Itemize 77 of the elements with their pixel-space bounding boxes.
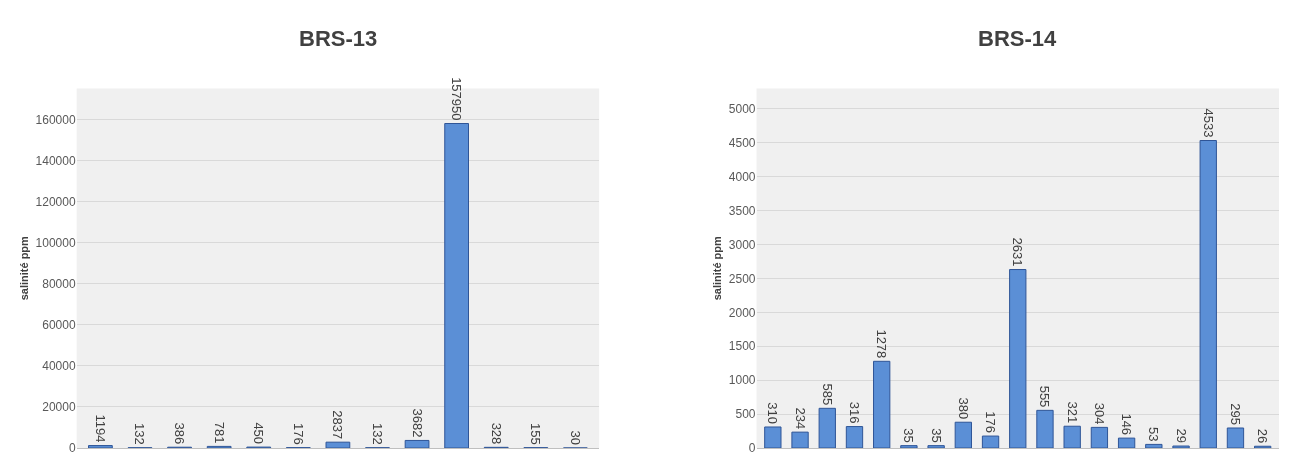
data-label: 53	[1146, 426, 1162, 442]
y-tick-label: 500	[735, 407, 756, 422]
bar	[954, 421, 972, 448]
data-label: 3682	[409, 408, 425, 438]
chart-title: BRS-14	[978, 26, 1058, 51]
y-axis-title: salinité ppm	[711, 235, 724, 301]
y-tick-label: 4500	[728, 135, 756, 150]
y-tick-label: 3500	[728, 203, 756, 218]
data-label: 157950	[449, 77, 465, 121]
data-label: 310	[765, 402, 781, 424]
y-tick-label: 5000	[728, 102, 756, 117]
data-label: 380	[955, 397, 971, 420]
data-label: 1278	[874, 329, 890, 359]
bar	[1036, 409, 1054, 448]
data-label: 781	[211, 421, 227, 444]
bar	[900, 445, 918, 448]
y-tick-label: 1000	[728, 373, 756, 388]
data-label: 146	[1119, 413, 1135, 436]
data-label: 450	[251, 422, 267, 445]
y-tick-label: 2500	[728, 271, 756, 286]
bar	[927, 445, 945, 448]
y-axis-title: salinité ppm	[18, 235, 31, 301]
bar	[325, 441, 351, 448]
data-label: 26	[1255, 428, 1271, 444]
bar	[1009, 269, 1027, 448]
data-label: 176	[290, 422, 306, 445]
y-tick-label: 20000	[42, 400, 76, 415]
data-label: 316	[846, 401, 862, 424]
data-label: 555	[1037, 385, 1053, 408]
y-tick-label: 40000	[42, 359, 76, 374]
y-tick-label: 4000	[728, 169, 756, 184]
y-tick-label: 120000	[35, 194, 76, 209]
chart-title: BRS-13	[299, 26, 378, 51]
data-label: 295	[1227, 403, 1243, 425]
bar	[981, 435, 1000, 448]
data-label: 1194	[92, 414, 108, 443]
bar	[88, 445, 113, 448]
data-label: 4533	[1200, 108, 1216, 138]
data-label: 386	[172, 422, 188, 445]
data-label: 585	[819, 383, 835, 406]
y-tick-label: 140000	[35, 153, 76, 168]
data-label: 2631	[1010, 237, 1026, 267]
data-label: 328	[488, 422, 504, 445]
data-label: 132	[369, 423, 385, 445]
bar	[791, 431, 809, 448]
data-label: 321	[1064, 401, 1080, 424]
data-label: 35	[901, 428, 917, 443]
y-tick-label: 160000	[35, 112, 76, 127]
y-tick-label: 60000	[42, 317, 76, 332]
data-label: 30	[567, 430, 583, 445]
y-tick-label: 2000	[728, 305, 756, 320]
data-label: 2837	[330, 410, 346, 440]
data-label: 29	[1173, 428, 1189, 444]
y-tick-label: 100000	[35, 235, 76, 250]
bar	[818, 407, 836, 448]
bar	[1117, 437, 1136, 448]
y-tick-label: 3000	[728, 237, 756, 252]
bar	[873, 360, 891, 448]
bar	[764, 426, 782, 448]
bar	[1226, 427, 1245, 448]
data-label: 35	[928, 428, 944, 443]
y-tick-label: 0	[748, 441, 756, 456]
data-label: 132	[132, 423, 148, 445]
bar	[1199, 140, 1217, 448]
y-tick-label: 80000	[42, 276, 76, 291]
y-tick-label: 0	[68, 441, 76, 456]
data-label: 234	[792, 407, 808, 430]
bar	[444, 123, 470, 448]
bar	[1145, 443, 1163, 448]
data-label: 304	[1091, 402, 1107, 425]
y-tick-label: 1500	[728, 339, 756, 354]
bar	[845, 426, 864, 448]
data-label: 155	[528, 422, 544, 445]
bar	[1063, 425, 1081, 448]
data-label: 176	[983, 411, 999, 434]
bar	[404, 439, 430, 448]
bar	[1090, 426, 1109, 448]
